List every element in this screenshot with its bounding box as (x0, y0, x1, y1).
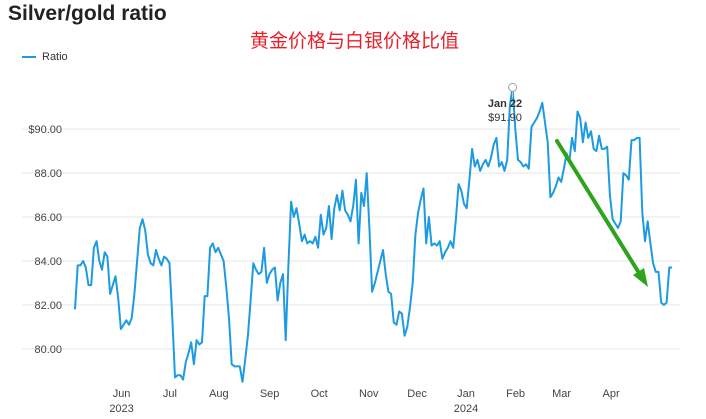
x-tick-label: Sep (260, 388, 280, 400)
series-line-ratio (74, 86, 672, 383)
x-tick-label: Aug (209, 388, 229, 400)
trend-arrow (555, 139, 646, 283)
x-tick-label: Mar (552, 388, 571, 400)
x-tick-label: Jul (163, 388, 177, 400)
y-axis-ticks: $90.00 88.00 86.00 84.00 82.00 80.00 (28, 124, 62, 356)
x-tick-label: Jan (457, 388, 475, 400)
x-tick-label: Dec (407, 388, 427, 400)
grid-lines (22, 128, 680, 350)
tooltip-value: $91.90 (488, 112, 522, 124)
y-tick-label: 84.00 (34, 256, 62, 268)
x-axis-ticks: Jun 2023 Jul Aug Sep Oct Nov Dec Jan 2024 Feb Mar Ap… (109, 388, 620, 415)
legend-label: Ratio (42, 51, 68, 63)
x-tick-year: 2024 (454, 403, 478, 415)
trend-arrow-head (633, 268, 648, 287)
y-tick-label: 88.00 (34, 168, 62, 180)
x-tick-label: Oct (311, 388, 328, 400)
hover-tooltip: Jan 22 $91.90 (488, 82, 522, 124)
legend[interactable]: Ratio (22, 51, 68, 63)
x-tick-label: Apr (603, 388, 620, 400)
hover-marker[interactable] (508, 82, 518, 92)
x-tick-label: Feb (506, 388, 525, 400)
y-tick-label: 82.00 (34, 300, 62, 312)
y-tick-label: $90.00 (28, 124, 62, 136)
tooltip-date: Jan 22 (488, 98, 522, 110)
chart-annotation: 黄金价格与白银价格比值 (250, 30, 460, 52)
x-tick-label: Jun (113, 388, 131, 400)
x-tick-label: Nov (359, 388, 379, 400)
y-tick-label: 86.00 (34, 212, 62, 224)
chart-title: Silver/gold ratio (8, 2, 167, 25)
y-tick-label: 80.00 (34, 344, 62, 356)
x-tick-year: 2023 (109, 403, 133, 415)
legend-swatch (22, 56, 36, 58)
